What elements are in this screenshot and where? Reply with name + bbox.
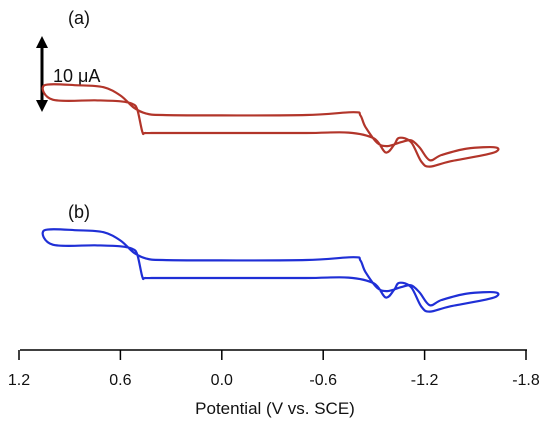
x-tick-label: -1.8	[512, 372, 540, 389]
x-axis-label: Potential (V vs. SCE)	[195, 399, 355, 418]
panel-label-b: (b)	[68, 202, 90, 222]
x-tick-label: 0.6	[109, 372, 131, 389]
x-tick-label: -1.2	[411, 372, 439, 389]
current-scale-bar	[36, 36, 48, 112]
series-line-b	[41, 228, 500, 313]
x-tick-label: 0.0	[211, 372, 233, 389]
scale-bar-arrow-down-icon	[36, 100, 48, 112]
x-axis-ticks: 1.2 0.6 0.0 -0.6 -1.2 -1.8	[8, 350, 540, 389]
panel-label-a: (a)	[68, 8, 90, 28]
x-tick-label: 1.2	[8, 372, 30, 389]
x-tick-label: -0.6	[309, 372, 337, 389]
series-line-a	[41, 83, 500, 168]
scale-bar-arrow-up-icon	[36, 36, 48, 48]
scale-bar-label: 10 μA	[53, 66, 100, 86]
